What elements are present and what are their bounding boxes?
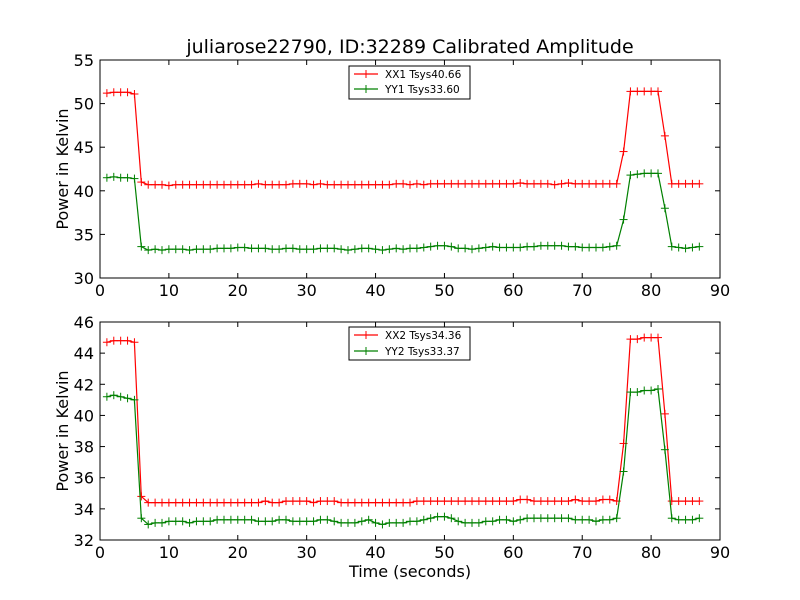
y-tick-label-bottom: 42 xyxy=(74,375,94,394)
x-tick-label-bottom: 20 xyxy=(228,543,248,562)
legend-label-yy1: YY1 Tsys33.60 xyxy=(384,84,460,96)
x-tick-label-bottom: 10 xyxy=(159,543,179,562)
legend-top: XX1 Tsys40.66 YY1 Tsys33.60 xyxy=(348,65,471,100)
legend-box-bottom xyxy=(348,326,471,361)
y-tick-label-top: 55 xyxy=(74,51,94,70)
y-tick-label-bottom: 38 xyxy=(74,438,94,457)
x-tick-label-top: 30 xyxy=(296,281,316,300)
chart-title: juliarose22790, ID:32289 Calibrated Ampl… xyxy=(185,36,633,58)
y-tick-label-bottom: 34 xyxy=(74,500,94,519)
chart-top: juliarose22790, ID:32289 Calibrated Ampl… xyxy=(53,36,730,300)
tick-group-top: 0 10 20 30 40 50 60 70 80 90 30 35 40 45 50 55 xyxy=(74,51,731,300)
x-tick-label-bottom: 30 xyxy=(296,543,316,562)
legend-label-xx1: XX1 Tsys40.66 xyxy=(385,69,462,81)
legend-box-top xyxy=(348,65,471,100)
x-tick-label-top: 90 xyxy=(710,281,730,300)
x-tick-label-bottom: 90 xyxy=(710,543,730,562)
x-tick-label-top: 20 xyxy=(228,281,248,300)
x-tick-label-bottom: 70 xyxy=(572,543,592,562)
legend-label-yy2: YY2 Tsys33.37 xyxy=(384,346,460,358)
legend-label-xx2: XX2 Tsys34.36 xyxy=(385,330,462,342)
x-tick-label-top: 80 xyxy=(641,281,661,300)
x-tick-label-bottom: 40 xyxy=(365,543,385,562)
y-tick-label-bottom: 40 xyxy=(74,406,94,425)
x-tick-label-top: 0 xyxy=(95,281,105,300)
legend-bottom: XX2 Tsys34.36 YY2 Tsys33.37 xyxy=(348,326,471,361)
y-axis-label-bottom: Power in Kelvin xyxy=(53,370,72,491)
y-tick-label-top: 35 xyxy=(74,225,94,244)
y-axis-label-top: Power in Kelvin xyxy=(53,108,72,229)
plot-frame-bottom xyxy=(99,321,721,541)
chart-bottom: 0 10 20 30 40 50 60 70 80 90 32 34 36 38 40 42 44 46 Powe… xyxy=(53,313,730,581)
x-tick-label-top: 70 xyxy=(572,281,592,300)
series-group-bottom xyxy=(102,333,704,529)
x-tick-label-top: 60 xyxy=(503,281,523,300)
x-tick-label-bottom: 80 xyxy=(641,543,661,562)
y-tick-label-bottom: 46 xyxy=(74,313,94,332)
x-axis-label-bottom: Time (seconds) xyxy=(348,562,471,581)
y-tick-label-top: 30 xyxy=(74,269,94,288)
plot-frame-top xyxy=(99,59,721,279)
series-group-top xyxy=(102,87,704,255)
x-tick-label-top: 50 xyxy=(434,281,454,300)
x-tick-label-top: 40 xyxy=(365,281,385,300)
y-tick-label-bottom: 36 xyxy=(74,469,94,488)
x-tick-label-bottom: 0 xyxy=(95,543,105,562)
y-tick-label-bottom: 32 xyxy=(74,531,94,550)
y-tick-label-bottom: 44 xyxy=(74,344,94,363)
x-tick-label-top: 10 xyxy=(159,281,179,300)
x-tick-label-bottom: 50 xyxy=(434,543,454,562)
y-tick-label-top: 40 xyxy=(74,182,94,201)
y-tick-label-top: 50 xyxy=(74,95,94,114)
y-tick-label-top: 45 xyxy=(74,138,94,157)
x-tick-label-bottom: 60 xyxy=(503,543,523,562)
tick-group-bottom: 0 10 20 30 40 50 60 70 80 90 32 34 36 38 40 42 44 46 xyxy=(74,313,731,562)
